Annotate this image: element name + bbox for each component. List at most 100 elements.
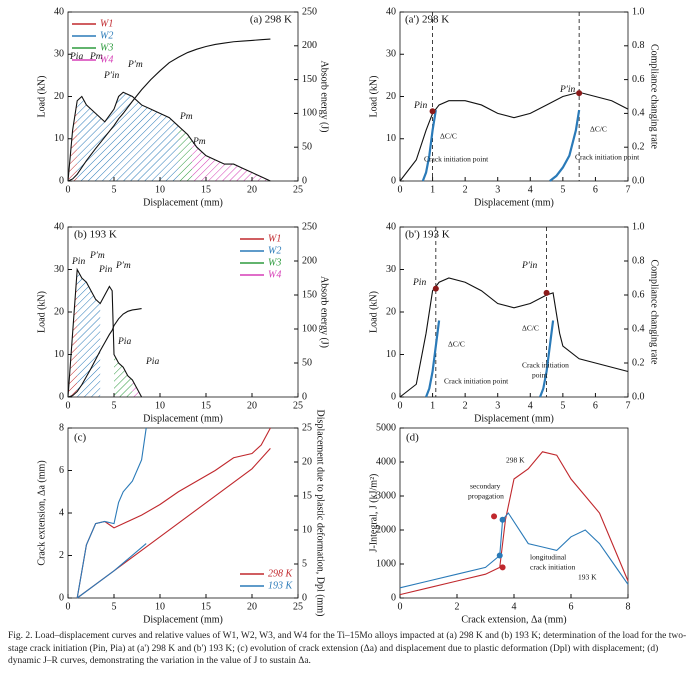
y2-tick-label: 50	[302, 357, 312, 368]
y-tick-label: 6	[59, 465, 64, 476]
y2-tick-label: 25	[302, 422, 312, 433]
data-line	[399, 277, 629, 398]
y2-tick-label: 150	[302, 289, 317, 300]
y-tick-label: 3000	[376, 490, 396, 501]
y-tick-label: 40	[386, 6, 396, 17]
y2-axis-label: Displacement due to plastic deformation,…	[315, 410, 326, 617]
annotation: Pia	[69, 52, 83, 62]
annotation: propagation	[468, 492, 504, 501]
annotation: crack initiation	[530, 563, 575, 572]
energy-region	[192, 140, 271, 181]
annotation: Pm	[192, 137, 206, 147]
data-line	[399, 512, 629, 589]
data-line	[67, 91, 271, 182]
y2-tick-label: 0.4	[632, 108, 645, 119]
annotation: 298 K	[506, 456, 525, 465]
y-tick-label: 1000	[376, 558, 396, 569]
legend-label: W2	[268, 245, 281, 256]
data-line	[425, 320, 441, 398]
y2-tick-label: 0.6	[632, 289, 645, 300]
legend-label: W3	[100, 42, 113, 53]
legend-label: 298 K	[268, 568, 294, 579]
annotation: P′in	[521, 261, 538, 271]
y2-axis-label: Absorb energy (J)	[319, 60, 330, 132]
x-tick-label: 5	[560, 184, 565, 195]
x-tick-label: 2	[455, 601, 460, 612]
legend-label: W3	[268, 257, 281, 268]
data-line	[76, 543, 147, 599]
y2-tick-label: 0.4	[632, 323, 645, 334]
y-tick-label: 0	[59, 592, 64, 603]
y-tick-label: 30	[54, 49, 64, 60]
y-tick-label: 40	[54, 6, 64, 17]
x-axis-label: Crack extension, Δa (mm)	[461, 614, 566, 625]
x-axis-label: Displacement (mm)	[143, 413, 223, 424]
y-tick-label: 20	[54, 91, 64, 102]
y2-tick-label: 20	[302, 456, 312, 467]
annotation: Pm	[89, 52, 103, 62]
annotation: Crack initiation	[522, 361, 569, 370]
point	[432, 285, 439, 292]
data-line	[67, 267, 143, 398]
panel-label: (a') 298 K	[405, 14, 449, 26]
y-axis-label: Load (kN)	[36, 291, 47, 333]
y2-tick-label: 200	[302, 40, 317, 51]
x-tick-label: 7	[626, 184, 631, 195]
y2-tick-label: 150	[302, 74, 317, 85]
y2-axis-label: Compliance changing rate	[649, 260, 660, 366]
y2-tick-label: 100	[302, 323, 317, 334]
point	[499, 564, 506, 571]
y2-tick-label: 250	[302, 221, 317, 232]
x-tick-label: 15	[201, 601, 211, 612]
data-line	[399, 451, 629, 596]
annotation: Pin	[413, 101, 427, 111]
panel-label: (b') 193 K	[405, 229, 450, 241]
annotation: Crack initiation point	[424, 155, 489, 164]
x-tick-label: 0	[398, 400, 403, 411]
annotation: Pin	[71, 257, 85, 267]
y2-axis-label: Absorb energy (J)	[319, 276, 330, 348]
x-axis-label: Displacement (mm)	[143, 614, 223, 625]
data-line	[399, 91, 629, 182]
y-axis-label: Crack extension, Δa (mm)	[36, 460, 47, 565]
y-tick-label: 0	[59, 175, 64, 186]
panel-label: (a) 298 K	[250, 14, 292, 26]
annotation: P′m	[115, 261, 131, 271]
data-line	[76, 427, 271, 599]
x-tick-label: 2	[463, 184, 468, 195]
y-tick-label: 40	[54, 221, 64, 232]
legend-label: W4	[268, 269, 281, 280]
y-axis-label: Load (kN)	[36, 76, 47, 118]
x-tick-label: 10	[155, 601, 165, 612]
x-tick-label: 3	[495, 400, 500, 411]
x-tick-label: 15	[201, 400, 211, 411]
x-tick-label: 25	[293, 400, 303, 411]
x-tick-label: 0	[66, 400, 71, 411]
x-tick-label: 4	[528, 184, 533, 195]
annotation: longitudinal	[530, 553, 566, 562]
annotation: secondary	[470, 482, 501, 491]
x-tick-label: 6	[593, 400, 598, 411]
x-tick-label: 3	[495, 184, 500, 195]
y2-tick-label: 0.2	[632, 141, 645, 152]
y-axis-label: J-Integral, J (kJ/m²)	[368, 474, 379, 553]
y-tick-label: 2000	[376, 524, 396, 535]
x-axis-label: Displacement (mm)	[474, 413, 554, 424]
y-tick-label: 10	[386, 349, 396, 360]
x-tick-label: 8	[626, 601, 631, 612]
x-tick-label: 15	[201, 184, 211, 195]
legend-label: W2	[100, 30, 113, 41]
x-tick-label: 0	[398, 184, 403, 195]
y-tick-label: 4000	[376, 456, 396, 467]
y-tick-label: 0	[391, 592, 396, 603]
annotation: Crack initiation point	[444, 377, 509, 386]
y2-tick-label: 10	[302, 524, 312, 535]
y-tick-label: 8	[59, 422, 64, 433]
energy-region	[77, 269, 101, 397]
annotation: Crack initiation point	[575, 153, 640, 162]
y-tick-label: 5000	[376, 422, 396, 433]
x-tick-label: 5	[560, 400, 565, 411]
y2-tick-label: 50	[302, 141, 312, 152]
y-tick-label: 10	[54, 133, 64, 144]
